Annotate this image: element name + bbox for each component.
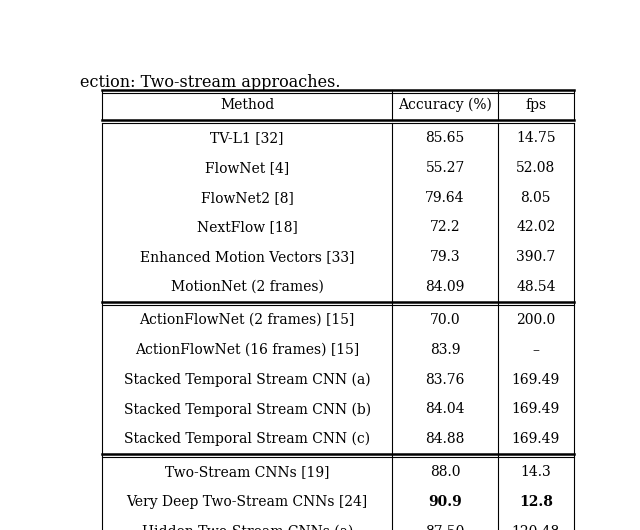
- Text: 169.49: 169.49: [512, 373, 560, 387]
- Text: 14.75: 14.75: [516, 131, 556, 145]
- Text: 90.9: 90.9: [428, 495, 462, 509]
- Text: MotionNet (2 frames): MotionNet (2 frames): [171, 280, 324, 294]
- Text: 52.08: 52.08: [516, 161, 556, 175]
- Text: 84.04: 84.04: [426, 402, 465, 417]
- Text: 55.27: 55.27: [426, 161, 465, 175]
- Text: Hidden Two-Stream CNNs (a): Hidden Two-Stream CNNs (a): [141, 525, 353, 530]
- Text: 88.0: 88.0: [430, 465, 460, 479]
- Text: 169.49: 169.49: [512, 402, 560, 417]
- Text: 8.05: 8.05: [520, 191, 551, 205]
- Text: –: –: [532, 343, 540, 357]
- Text: 85.65: 85.65: [426, 131, 465, 145]
- Text: Enhanced Motion Vectors [33]: Enhanced Motion Vectors [33]: [140, 250, 355, 264]
- Text: 120.48: 120.48: [512, 525, 560, 530]
- Text: Stacked Temporal Stream CNN (a): Stacked Temporal Stream CNN (a): [124, 373, 371, 387]
- Text: 84.09: 84.09: [426, 280, 465, 294]
- Text: FlowNet [4]: FlowNet [4]: [205, 161, 289, 175]
- Text: 70.0: 70.0: [430, 313, 460, 327]
- Text: 12.8: 12.8: [519, 495, 553, 509]
- Text: Stacked Temporal Stream CNN (b): Stacked Temporal Stream CNN (b): [124, 402, 371, 417]
- Text: ActionFlowNet (16 frames) [15]: ActionFlowNet (16 frames) [15]: [135, 343, 359, 357]
- Text: 84.88: 84.88: [426, 432, 465, 446]
- Text: TV-L1 [32]: TV-L1 [32]: [211, 131, 284, 145]
- Text: 42.02: 42.02: [516, 220, 556, 234]
- Text: 390.7: 390.7: [516, 250, 556, 264]
- Text: 83.9: 83.9: [430, 343, 460, 357]
- Text: Very Deep Two-Stream CNNs [24]: Very Deep Two-Stream CNNs [24]: [127, 495, 368, 509]
- Text: Method: Method: [220, 98, 275, 112]
- Text: 14.3: 14.3: [520, 465, 551, 479]
- Text: 87.50: 87.50: [426, 525, 465, 530]
- Text: fps: fps: [525, 98, 547, 112]
- Text: Stacked Temporal Stream CNN (c): Stacked Temporal Stream CNN (c): [124, 432, 371, 446]
- Text: 79.3: 79.3: [430, 250, 460, 264]
- Text: 48.54: 48.54: [516, 280, 556, 294]
- Text: 169.49: 169.49: [512, 432, 560, 446]
- Text: 79.64: 79.64: [426, 191, 465, 205]
- Text: Two-Stream CNNs [19]: Two-Stream CNNs [19]: [165, 465, 330, 479]
- Text: NextFlow [18]: NextFlow [18]: [196, 220, 298, 234]
- Text: Accuracy (%): Accuracy (%): [398, 98, 492, 112]
- Text: ActionFlowNet (2 frames) [15]: ActionFlowNet (2 frames) [15]: [140, 313, 355, 327]
- Text: FlowNet2 [8]: FlowNet2 [8]: [201, 191, 294, 205]
- Text: ection: Two-stream approaches.: ection: Two-stream approaches.: [80, 74, 340, 91]
- Text: 72.2: 72.2: [430, 220, 460, 234]
- Text: 83.76: 83.76: [426, 373, 465, 387]
- Text: 200.0: 200.0: [516, 313, 556, 327]
